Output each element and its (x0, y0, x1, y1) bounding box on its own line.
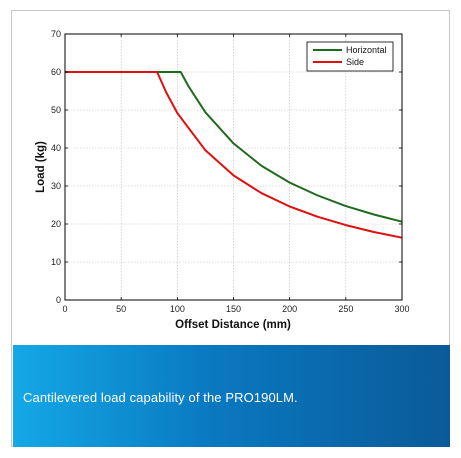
y-tick-label: 50 (51, 105, 61, 115)
y-tick-label: 60 (51, 67, 61, 77)
x-tick-label: 250 (338, 304, 353, 314)
caption-panel: Cantilevered load capability of the PRO1… (13, 345, 450, 447)
chart-area: 0 50 100 150 200 250 300 0 10 20 30 40 50 60 70 Offset… (12, 11, 451, 345)
y-axis-label: Load (kg) (35, 141, 47, 193)
x-tick-label: 200 (282, 304, 297, 314)
legend-box (306, 41, 394, 72)
grid (65, 34, 402, 300)
caption-text: Cantilevered load capability of the PRO1… (23, 390, 298, 405)
x-tick-label: 0 (62, 304, 67, 314)
x-tick-label: 300 (394, 304, 409, 314)
series-line-side (65, 71, 403, 239)
x-axis-label: Offset Distance (mm) (175, 319, 291, 331)
series-line-horizontal (65, 71, 403, 223)
x-tick-label: 150 (226, 304, 241, 314)
x-tick-label: 50 (116, 304, 126, 314)
legend: Horizontal Side (306, 41, 394, 72)
series-lines (65, 71, 403, 239)
y-tick-label: 30 (51, 181, 61, 191)
axis-ticks: 0 50 100 150 200 250 300 0 10 20 30 40 50 60 70 (51, 29, 410, 314)
y-tick-label: 10 (51, 257, 61, 267)
y-tick-label: 40 (51, 143, 61, 153)
figure-card: 0 50 100 150 200 250 300 0 10 20 30 40 50 60 70 Offset… (11, 10, 450, 447)
x-tick-label: 100 (170, 304, 185, 314)
load-capability-chart: 0 50 100 150 200 250 300 0 10 20 30 40 50 60 70 Offset… (35, 29, 410, 331)
legend-label-horizontal: Horizontal (346, 45, 387, 55)
y-tick-label: 20 (51, 219, 61, 229)
y-tick-label: 0 (56, 295, 61, 305)
y-tick-label: 70 (51, 29, 61, 39)
legend-label-side: Side (346, 57, 364, 67)
